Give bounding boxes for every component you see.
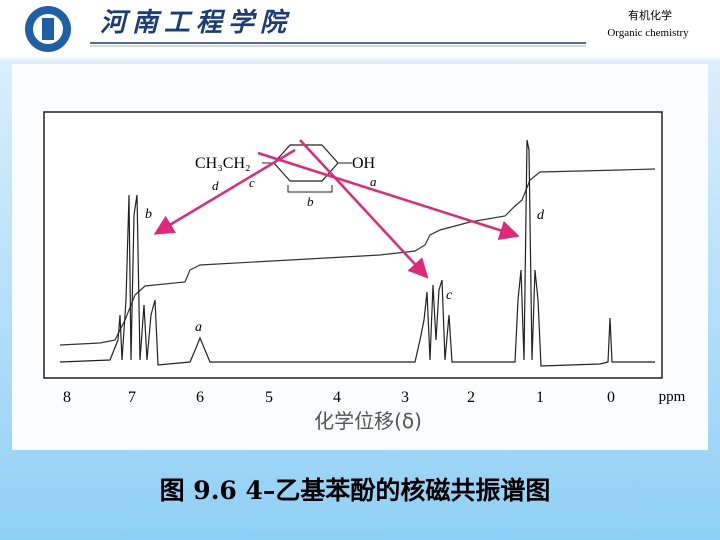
course-title: 有机化学 xyxy=(628,8,672,22)
x-tick-label: 4 xyxy=(333,389,341,406)
x-tick-label: 2 xyxy=(467,389,475,406)
structure-label: d xyxy=(212,178,219,193)
arrow xyxy=(257,151,520,240)
x-tick-label: 6 xyxy=(196,389,204,406)
structure-label: c xyxy=(249,175,255,190)
x-tick-label: 3 xyxy=(401,389,409,406)
x-tick-label: 7 xyxy=(128,389,136,406)
structure-left: CH₃CH₂ xyxy=(195,155,251,172)
course-title-en: Organic chemistry xyxy=(607,27,689,39)
peak-label: b xyxy=(145,207,152,222)
x-unit: ppm xyxy=(659,389,686,405)
school-name: 河南工程学院 xyxy=(100,8,292,38)
x-tick-label: 5 xyxy=(265,389,273,406)
peak-label: c xyxy=(446,288,453,303)
structure-label: a xyxy=(370,174,377,189)
x-title: 化学位移(δ) xyxy=(314,409,422,433)
x-axis: 8 7 6 5 4 3 2 1 0 xyxy=(63,389,615,406)
arrow xyxy=(153,148,296,235)
arrow xyxy=(299,139,429,279)
x-tick-label: 8 xyxy=(63,389,71,406)
peak-label: d xyxy=(537,208,545,223)
x-tick-label: 1 xyxy=(536,389,544,406)
structure-label: b xyxy=(307,194,314,209)
logo-mark xyxy=(42,18,54,40)
spectrum-trace xyxy=(59,139,655,367)
ring-bracket xyxy=(287,185,333,193)
spectrum-frame xyxy=(43,111,663,379)
structure-right: OH xyxy=(352,155,376,172)
peak-label: a xyxy=(195,320,202,335)
x-tick-label: 0 xyxy=(607,389,615,406)
caption: 图 9.6 4–乙基苯酚的核磁共振谱图 xyxy=(160,476,551,505)
